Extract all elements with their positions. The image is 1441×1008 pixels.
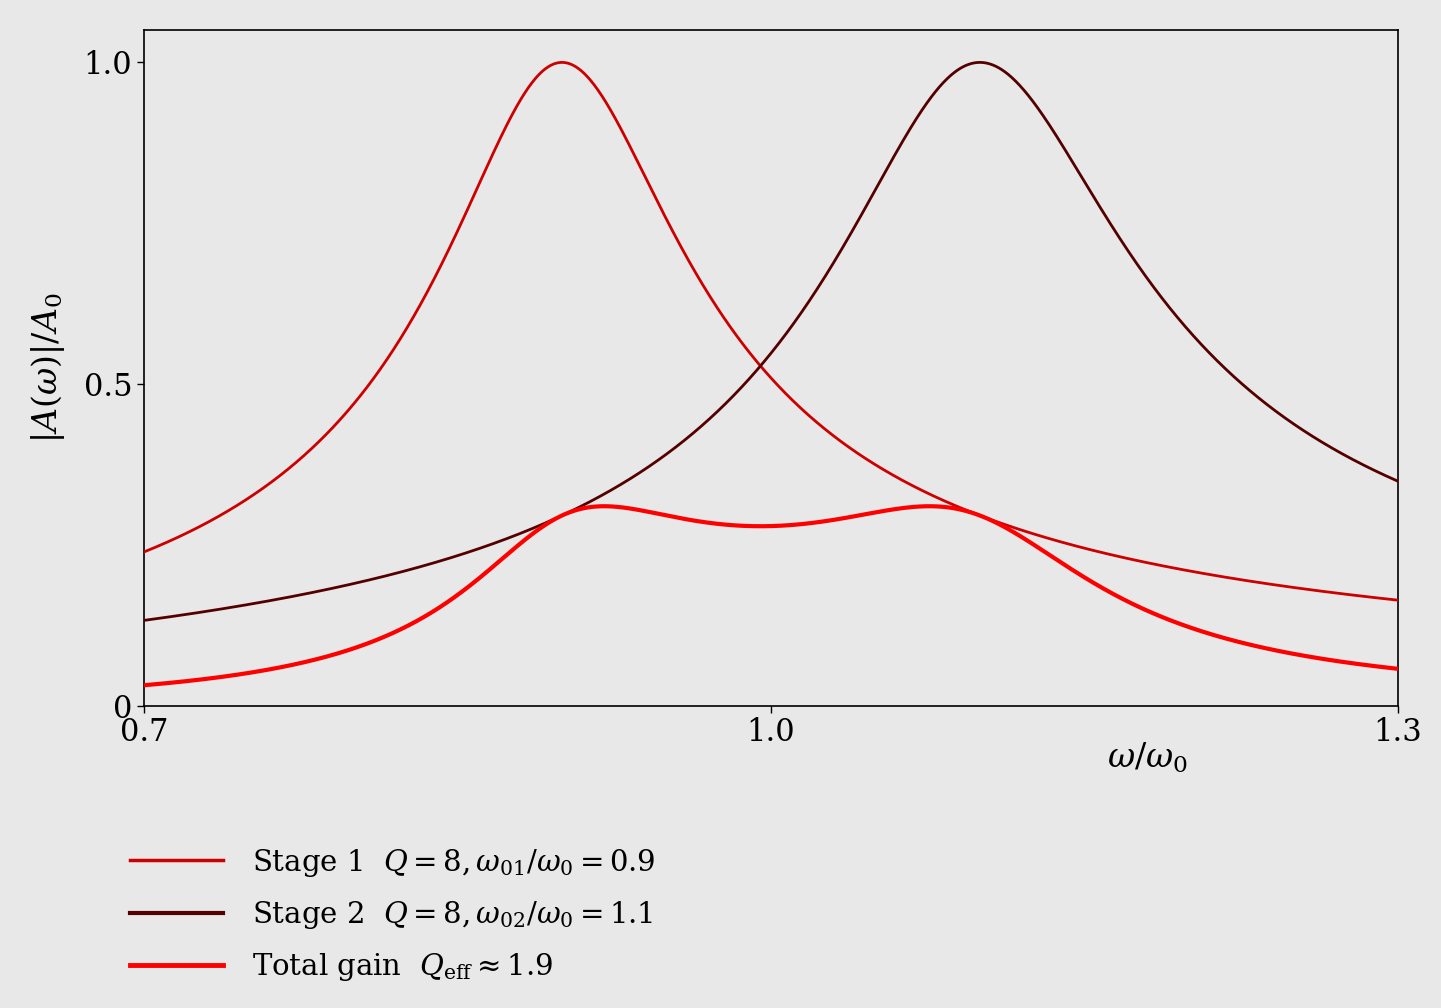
Y-axis label: $|A(\omega)|/A_0$: $|A(\omega)|/A_0$	[29, 292, 66, 444]
Text: $\omega/\omega_0$: $\omega/\omega_0$	[1107, 741, 1187, 775]
Legend: Stage 1  $Q = 8, \omega_{01}/\omega_0 = 0.9$, Stage 2  $Q = 8, \omega_{02}/\omeg: Stage 1 $Q = 8, \omega_{01}/\omega_0 = 0…	[130, 847, 656, 984]
